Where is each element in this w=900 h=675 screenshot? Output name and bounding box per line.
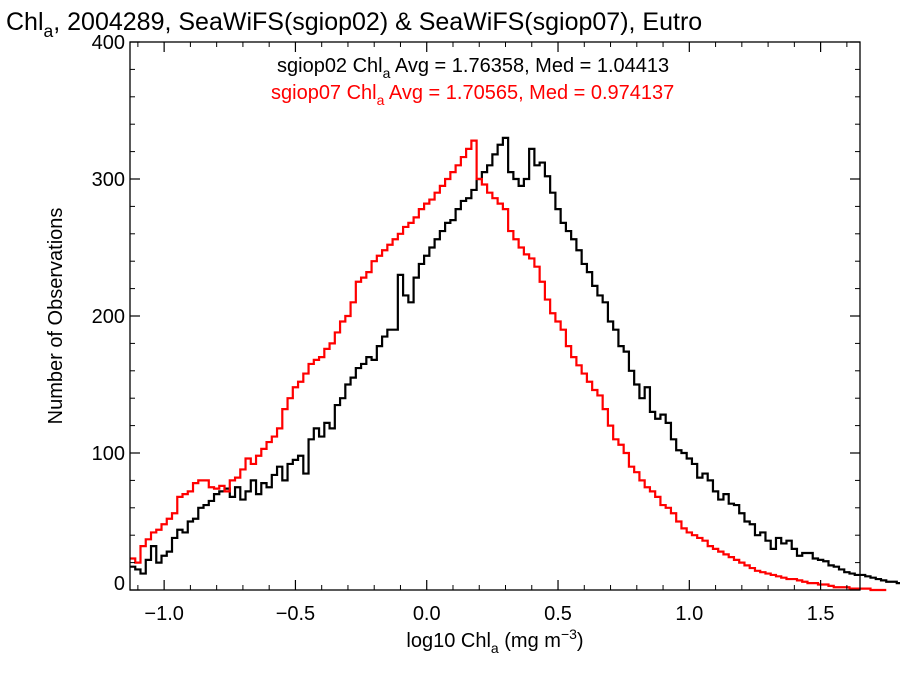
x-tick-label: 1.5 <box>807 603 835 625</box>
y-tick-label: 100 <box>92 443 125 465</box>
y-tick-label: 400 <box>92 32 125 54</box>
annotation-sgiop07: sgiop07 Chla Avg = 1.70565, Med = 0.9741… <box>271 82 674 108</box>
chart-title: Chla, 2004289, SeaWiFS(sgiop02) & SeaWiF… <box>6 8 702 41</box>
y-tick-label: 0 <box>114 573 125 595</box>
series-line-sgiop02 <box>130 136 900 585</box>
x-tick-label: −1.0 <box>144 603 183 625</box>
y-tick-label: 200 <box>92 306 125 328</box>
annotation-sgiop02: sgiop02 Chla Avg = 1.76358, Med = 1.0441… <box>277 55 669 81</box>
y-axis-label: Number of Observations <box>45 208 67 425</box>
x-tick-label: 0.0 <box>413 603 441 625</box>
x-tick-label: 1.0 <box>675 603 703 625</box>
x-axis-label: log10 Chla (mg m−3) <box>406 626 583 656</box>
series-layer <box>130 136 900 592</box>
axis-ticks: −1.0 −0.5 0.0 0.5 1.0 1.5 0 100 200 300 400 <box>92 32 860 625</box>
x-tick-label: 0.5 <box>544 603 572 625</box>
x-tick-label: −0.5 <box>276 603 315 625</box>
series-line-sgiop07 <box>130 139 887 592</box>
y-tick-label: 300 <box>92 169 125 191</box>
